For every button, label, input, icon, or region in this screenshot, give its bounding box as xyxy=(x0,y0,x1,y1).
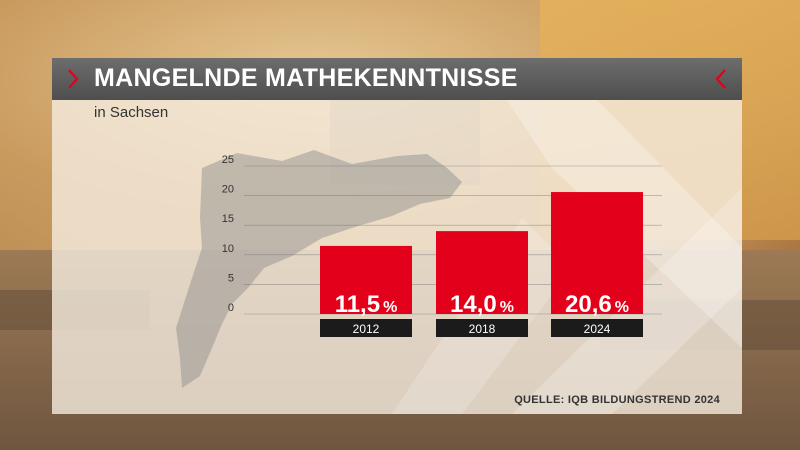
y-tick-label: 5 xyxy=(228,272,234,284)
source-note: QUELLE: IQB BILDUNGSTREND 2024 xyxy=(514,394,720,406)
y-tick-label: 0 xyxy=(228,302,234,314)
title-bar: MANGELNDE MATHEKENNTNISSE xyxy=(52,58,742,100)
category-label-box xyxy=(436,319,528,337)
y-tick-label: 10 xyxy=(222,243,234,255)
category-label-box xyxy=(551,319,643,337)
chart-title: MANGELNDE MATHEKENNTNISSE xyxy=(94,64,518,92)
bar-value-label: 14,0% xyxy=(450,291,514,318)
x-tick-label: 2024 xyxy=(584,322,611,336)
y-tick-label: 15 xyxy=(222,213,234,225)
y-tick-label: 20 xyxy=(222,184,234,196)
bar-value-label: 20,6% xyxy=(565,291,629,318)
x-tick-label: 2012 xyxy=(353,322,380,336)
chevron-right-icon xyxy=(68,69,79,89)
bar xyxy=(551,192,643,314)
bar xyxy=(320,245,412,314)
saxony-map-shape xyxy=(176,150,462,388)
infographic-panel: MANGELNDE MATHEKENNTNISSE in Sachsen 0 5 1… xyxy=(52,58,742,414)
y-tick-label: 25 xyxy=(222,154,234,166)
bar-chart: 0 5 10 15 20 25 11,5 % 2012 14,0 % 2018 20,6 % 2024 xyxy=(222,154,662,337)
bar xyxy=(436,231,528,314)
bar-value-label: 11,5% xyxy=(335,291,398,318)
chevron-left-icon xyxy=(715,69,726,89)
x-tick-label: 2018 xyxy=(469,322,496,336)
category-label-box xyxy=(320,319,412,337)
chart-subtitle: in Sachsen xyxy=(94,104,169,121)
